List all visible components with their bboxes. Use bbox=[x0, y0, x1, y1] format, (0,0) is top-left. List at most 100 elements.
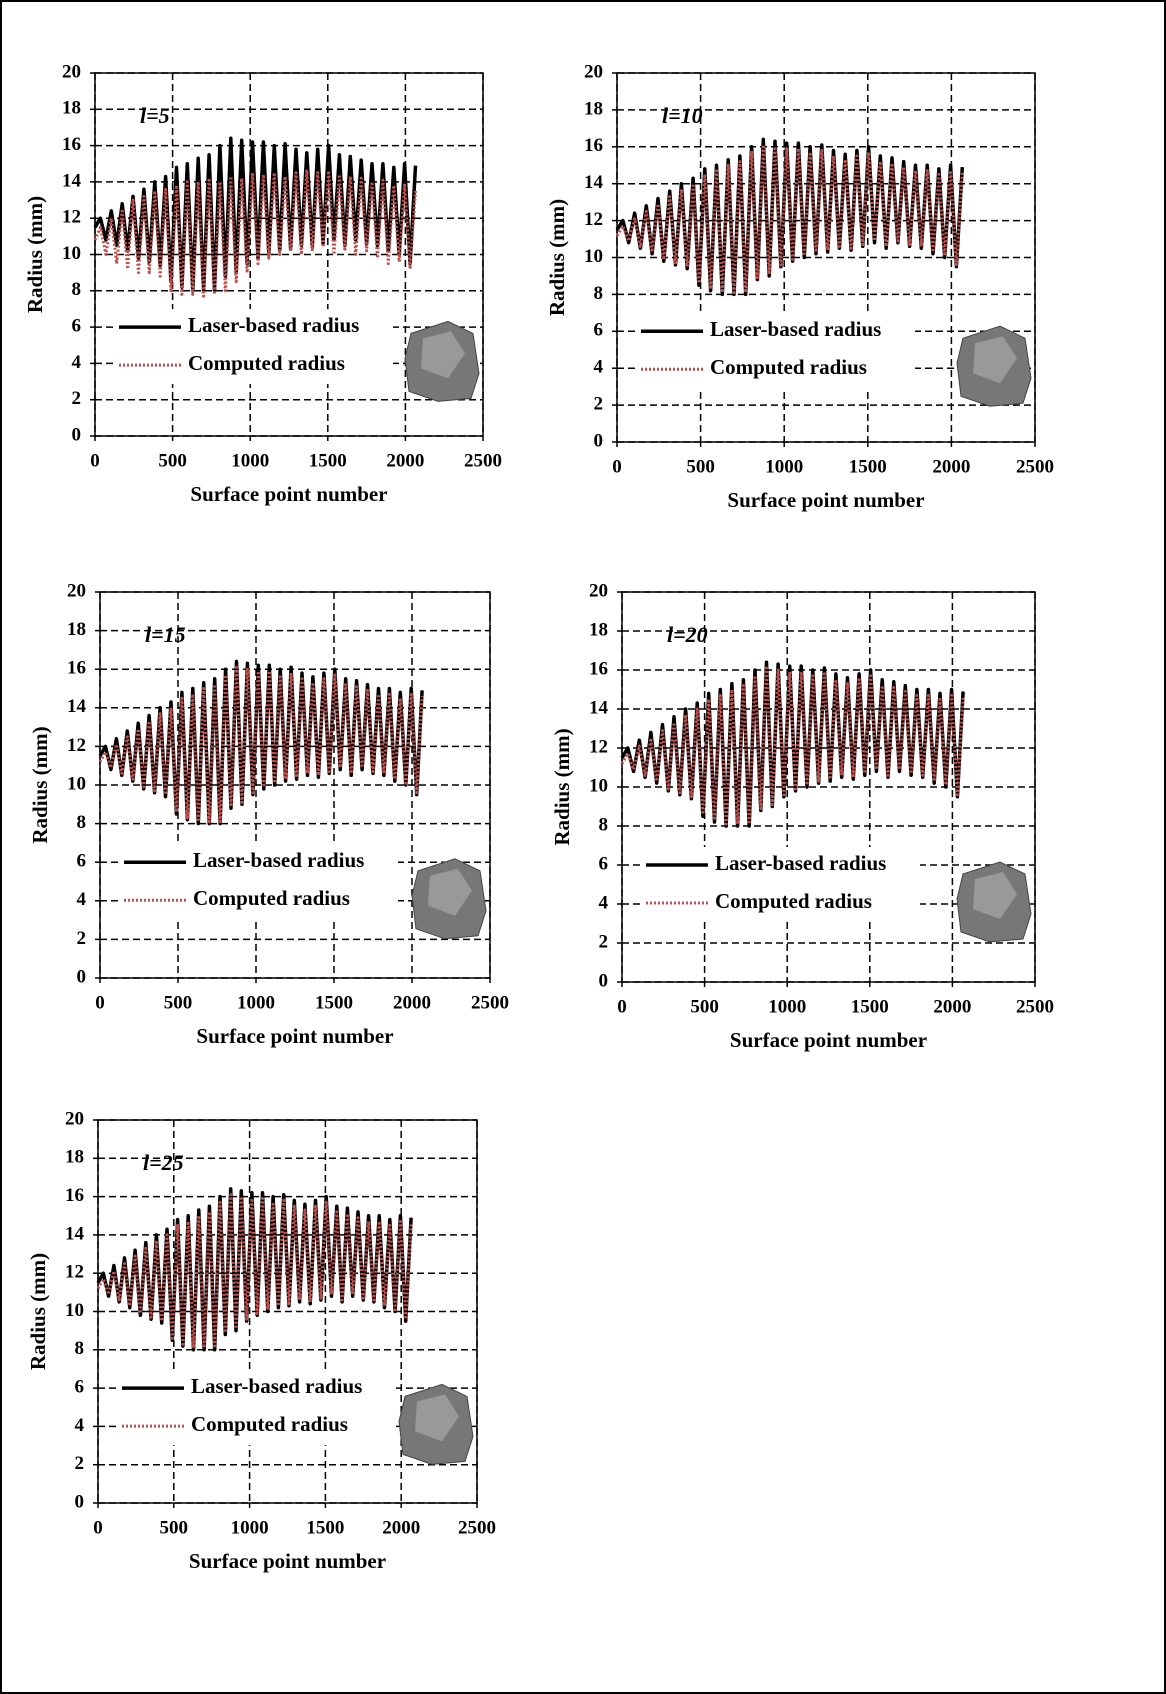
axes-frame bbox=[94, 72, 484, 437]
legend-label: Laser-based radius bbox=[191, 1374, 362, 1398]
y-tick-label: 18 bbox=[584, 98, 603, 119]
series-line bbox=[98, 665, 424, 824]
y-tick-label: 2 bbox=[594, 393, 604, 414]
y-axis-label: Radius (mm) bbox=[550, 728, 574, 845]
y-tick-label: 12 bbox=[67, 735, 86, 756]
annotation: l=5 bbox=[140, 103, 170, 128]
axes-frame bbox=[621, 591, 1036, 983]
y-tick-label: 4 bbox=[594, 357, 604, 378]
annotation: l=25 bbox=[143, 1150, 184, 1175]
y-tick-label: 4 bbox=[72, 352, 82, 373]
y-tick-label: 20 bbox=[62, 61, 81, 82]
x-tick-label: 2000 bbox=[932, 456, 970, 477]
x-tick-label: 1000 bbox=[231, 450, 269, 471]
x-tick-label: 1000 bbox=[768, 996, 806, 1017]
annotation: l=20 bbox=[667, 622, 708, 647]
x-tick-label: 1500 bbox=[315, 992, 353, 1013]
y-tick-label: 6 bbox=[72, 315, 82, 336]
y-tick-label: 18 bbox=[589, 619, 608, 640]
annotation: l=15 bbox=[145, 622, 186, 647]
y-tick-label: 18 bbox=[67, 619, 86, 640]
y-tick-label: 14 bbox=[584, 172, 604, 193]
x-tick-label: 1500 bbox=[851, 996, 889, 1017]
y-tick-label: 16 bbox=[65, 1185, 84, 1206]
x-tick-label: 1000 bbox=[765, 456, 803, 477]
y-tick-label: 20 bbox=[584, 61, 603, 82]
panel: 0 2 4 6 8 10 12 14 16 18 20 0 500 1000 1500 2000 2500 l=5… bbox=[23, 61, 502, 505]
legend-box bbox=[640, 847, 920, 922]
y-tick-label: 20 bbox=[589, 580, 608, 601]
x-tick-label: 2000 bbox=[382, 1517, 420, 1538]
legend-label: Computed radius bbox=[193, 886, 350, 910]
x-tick-label: 0 bbox=[95, 992, 105, 1013]
legend-box bbox=[118, 844, 398, 920]
y-tick-label: 10 bbox=[62, 243, 81, 264]
y-axis-label: Radius (mm) bbox=[23, 196, 47, 313]
x-tick-label: 2500 bbox=[471, 992, 509, 1013]
y-tick-label: 4 bbox=[77, 889, 87, 910]
legend-label: Computed radius bbox=[188, 351, 345, 375]
y-tick-label: 10 bbox=[67, 773, 86, 794]
y-tick-label: 2 bbox=[72, 388, 82, 409]
x-axis-label: Surface point number bbox=[730, 1028, 927, 1052]
y-tick-label: 16 bbox=[589, 658, 608, 679]
legend-label: Laser-based radius bbox=[715, 851, 886, 875]
x-axis-label: Surface point number bbox=[727, 488, 924, 512]
y-tick-label: 12 bbox=[62, 207, 81, 228]
y-tick-label: 4 bbox=[75, 1415, 85, 1436]
y-axis-label: Radius (mm) bbox=[28, 726, 52, 843]
y-tick-label: 8 bbox=[599, 814, 609, 835]
y-tick-label: 0 bbox=[594, 430, 604, 451]
x-tick-label: 2500 bbox=[1016, 996, 1054, 1017]
particle-shade bbox=[428, 868, 472, 916]
y-tick-label: 16 bbox=[67, 658, 86, 679]
y-tick-label: 12 bbox=[589, 736, 608, 757]
series-line bbox=[93, 169, 417, 300]
panel: 0 2 4 6 8 10 12 14 16 18 20 0 500 1000 1500 2000 2500 l=1… bbox=[545, 61, 1054, 511]
legend-label: Computed radius bbox=[710, 355, 867, 379]
y-tick-label: 8 bbox=[594, 283, 604, 304]
y-tick-label: 2 bbox=[75, 1453, 85, 1474]
y-tick-label: 6 bbox=[75, 1376, 85, 1397]
legend-label: Laser-based radius bbox=[193, 848, 364, 872]
x-tick-label: 0 bbox=[612, 456, 622, 477]
y-tick-label: 16 bbox=[584, 135, 603, 156]
x-tick-label: 2000 bbox=[386, 450, 424, 471]
series-line bbox=[96, 1193, 413, 1350]
y-tick-label: 18 bbox=[65, 1147, 84, 1168]
particle-shade bbox=[415, 1394, 459, 1442]
y-tick-label: 0 bbox=[77, 966, 87, 987]
y-tick-label: 14 bbox=[589, 697, 609, 718]
x-axis-label: Surface point number bbox=[196, 1024, 393, 1048]
panel: 0 2 4 6 8 10 12 14 16 18 20 0 500 1000 1500 2000 2500 l=2… bbox=[550, 580, 1054, 1051]
y-tick-label: 10 bbox=[65, 1300, 84, 1321]
y-tick-label: 12 bbox=[584, 209, 603, 230]
y-tick-label: 10 bbox=[589, 775, 608, 796]
x-tick-label: 2000 bbox=[933, 996, 971, 1017]
y-axis-label: Radius (mm) bbox=[545, 199, 569, 316]
axes-frame bbox=[99, 591, 491, 979]
legend-label: Computed radius bbox=[715, 889, 872, 913]
y-tick-label: 6 bbox=[599, 853, 609, 874]
y-tick-label: 14 bbox=[65, 1223, 85, 1244]
series-line bbox=[615, 143, 964, 295]
y-tick-label: 0 bbox=[599, 970, 609, 991]
legend-box bbox=[116, 1370, 396, 1446]
y-tick-label: 2 bbox=[599, 931, 609, 952]
x-axis-label: Surface point number bbox=[189, 1549, 386, 1573]
x-tick-label: 1000 bbox=[231, 1517, 269, 1538]
y-tick-label: 6 bbox=[594, 320, 604, 341]
y-tick-label: 4 bbox=[599, 892, 609, 913]
annotation: l=10 bbox=[662, 103, 703, 128]
x-tick-label: 500 bbox=[164, 992, 193, 1013]
x-tick-label: 2500 bbox=[464, 450, 502, 471]
particle-shade bbox=[973, 872, 1017, 919]
y-tick-label: 20 bbox=[67, 580, 86, 601]
panel: 0 2 4 6 8 10 12 14 16 18 20 0 500 1000 1500 2000 2500 l=2… bbox=[26, 1108, 496, 1572]
y-tick-label: 8 bbox=[75, 1338, 85, 1359]
y-tick-label: 8 bbox=[77, 812, 87, 833]
y-tick-label: 16 bbox=[62, 134, 81, 155]
x-tick-label: 500 bbox=[686, 456, 715, 477]
particle-shade bbox=[421, 331, 465, 379]
